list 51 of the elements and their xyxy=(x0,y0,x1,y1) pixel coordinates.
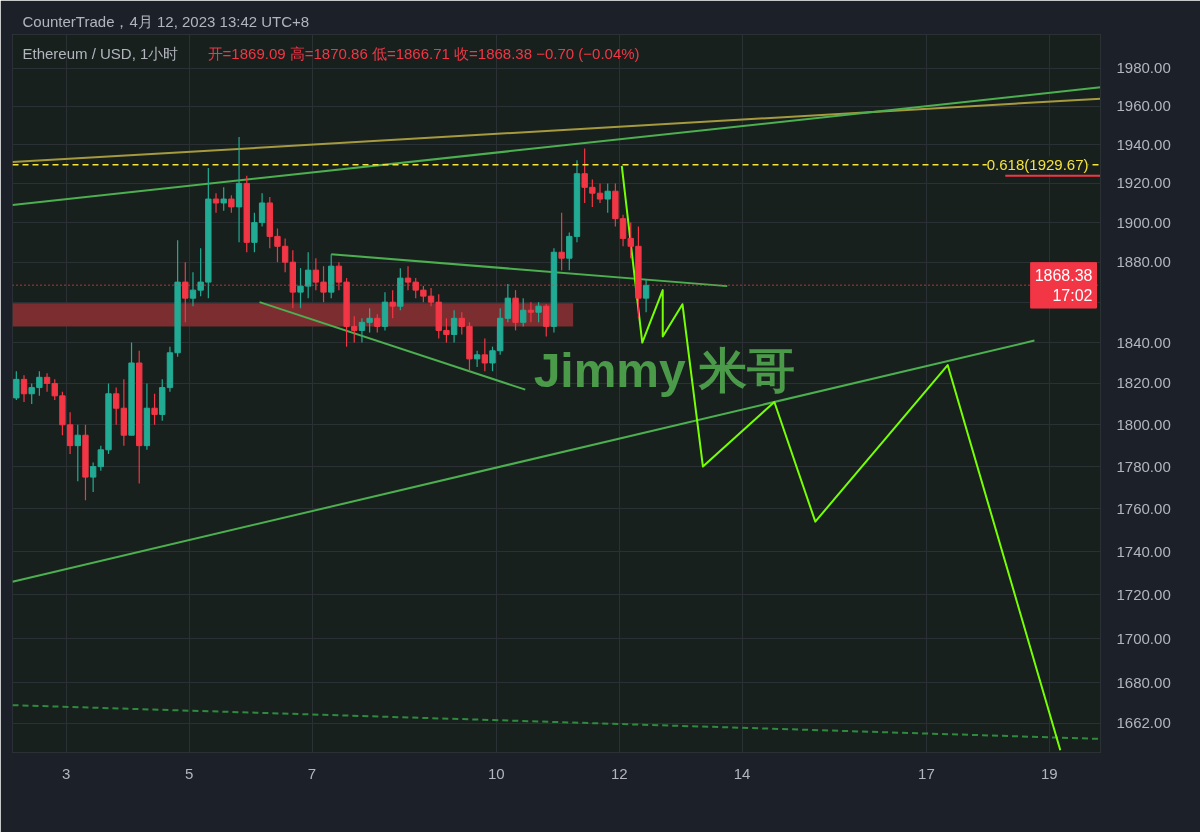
candlestick xyxy=(235,136,243,243)
y-tick-label: 1740.00 xyxy=(1116,542,1171,560)
candlestick xyxy=(212,192,220,214)
candlestick xyxy=(604,182,611,214)
candlestick xyxy=(535,301,542,323)
y-tick-label: 1662.00 xyxy=(1116,714,1171,732)
y-tick-label: 1920.00 xyxy=(1116,174,1171,192)
text: CounterTrade，4月 12, 2023 13:42 UTC+8 xyxy=(22,12,310,30)
x-tick-label: 14 xyxy=(733,764,751,782)
y-tick-label: 1900.00 xyxy=(1116,213,1171,231)
x-tick-label: 3 xyxy=(62,764,71,782)
y-tick-label: 1820.00 xyxy=(1116,374,1171,392)
y-tick-label: 1680.00 xyxy=(1116,673,1171,691)
text: 开=1869.09 高=1870.86 低=1866.71 收=1868.38 −0.70 (−0.04%) xyxy=(207,45,640,62)
candlestick xyxy=(389,289,396,319)
y-tick-label: 1720.00 xyxy=(1116,585,1171,603)
candlestick xyxy=(520,297,527,327)
text: Ethereum / USD, 1小时 xyxy=(22,45,179,62)
y-tick-label: 1980.00 xyxy=(1116,59,1171,77)
y-tick-label: 1940.00 xyxy=(1116,135,1171,153)
candlestick xyxy=(543,303,550,338)
candlestick xyxy=(481,337,489,372)
x-tick-label: 19 xyxy=(1040,764,1058,782)
y-tick-label: 1760.00 xyxy=(1116,499,1171,517)
candlestick xyxy=(220,186,227,212)
y-tick-label: 1840.00 xyxy=(1116,333,1171,351)
ref-line-label: 1868.38 17:02 xyxy=(1034,266,1093,305)
candlestick xyxy=(596,182,604,204)
candlestick xyxy=(473,350,481,368)
candlestick xyxy=(74,424,81,482)
y-tick-label: 1880.00 xyxy=(1116,253,1171,271)
y-tick-label: 1800.00 xyxy=(1116,415,1171,433)
candlestick xyxy=(527,301,535,323)
ref-line-label: 0.618(1929.67) xyxy=(986,156,1089,174)
candlestick xyxy=(151,393,158,426)
candlestick xyxy=(374,313,381,334)
candlestick xyxy=(13,370,20,401)
candlestick xyxy=(642,279,650,313)
x-tick-label: 10 xyxy=(488,764,505,782)
x-tick-label: 5 xyxy=(184,764,194,782)
candlestick xyxy=(450,309,458,344)
y-tick-label: 1700.00 xyxy=(1116,629,1171,647)
x-tick-label: 12 xyxy=(610,764,628,782)
annotation: Jimmy 米哥 xyxy=(533,344,796,398)
x-tick-label: 17 xyxy=(918,764,935,782)
y-tick-label: 1960.00 xyxy=(1116,97,1171,115)
candlestick xyxy=(20,374,28,403)
x-tick-label: 7 xyxy=(307,764,317,782)
candlestick xyxy=(558,212,565,271)
y-tick-label: 1780.00 xyxy=(1116,457,1171,475)
candlestick xyxy=(112,386,120,426)
